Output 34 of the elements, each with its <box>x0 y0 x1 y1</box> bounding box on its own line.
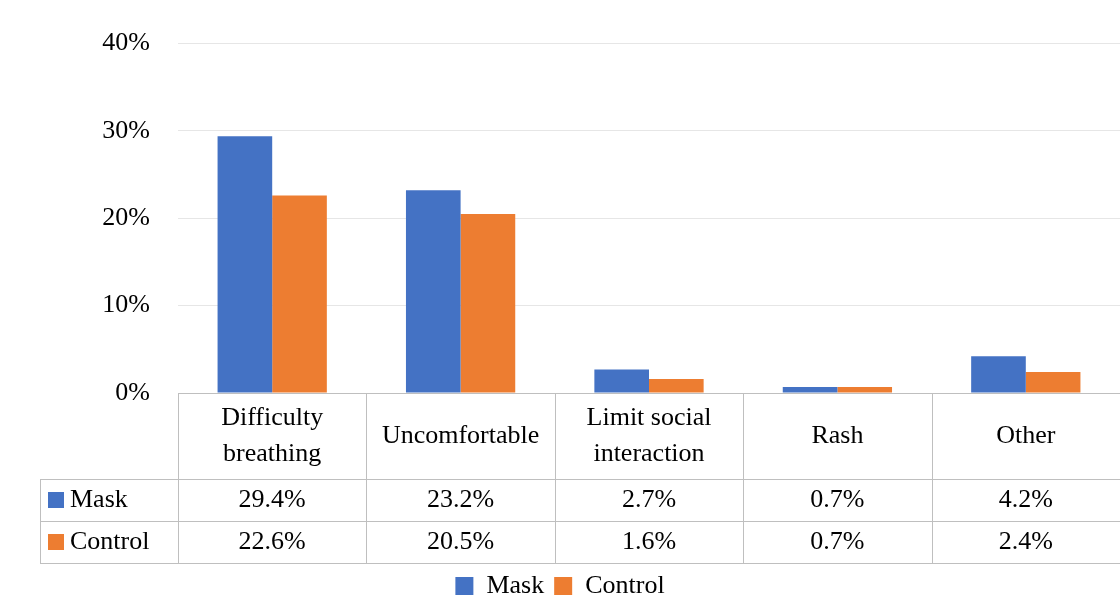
bar <box>217 136 273 393</box>
data-label: 2.7% <box>621 483 677 513</box>
y-tick-label: 0% <box>115 376 150 406</box>
bar <box>782 386 838 393</box>
y-tick-label: 30% <box>102 114 150 144</box>
legend-label: Mask <box>70 483 128 513</box>
y-tick-label: 40% <box>102 27 150 57</box>
text: Control <box>70 525 150 555</box>
x-tick-label: Rash <box>811 419 864 449</box>
bar <box>272 195 327 393</box>
legend-label: Control <box>585 569 665 599</box>
text: Mask <box>486 569 545 599</box>
bar <box>971 356 1026 393</box>
x-tick-label: Limit social interaction <box>586 401 712 467</box>
data-label: 20.5% <box>427 525 495 555</box>
data-label: 4.2% <box>998 483 1053 513</box>
data-label: 29.4% <box>238 483 306 513</box>
bar <box>405 190 461 393</box>
data-label: 2.4% <box>998 525 1053 555</box>
y-tick-label: 20% <box>102 202 150 232</box>
x-tick-label: Difficulty breathing <box>221 401 324 467</box>
data-label: 22.6% <box>238 525 306 555</box>
data-label: 0.7% <box>810 525 865 555</box>
x-tick-label: Uncomfortable <box>381 419 540 449</box>
bar <box>837 386 893 393</box>
data-label: 0.7% <box>810 483 865 513</box>
bar <box>649 379 704 393</box>
bar <box>1025 372 1081 393</box>
data-label: 1.6% <box>621 525 677 555</box>
data-label: 23.2% <box>427 483 495 513</box>
y-tick-label: 10% <box>102 289 150 319</box>
bar <box>460 213 516 393</box>
bar <box>594 369 649 393</box>
x-tick-label: Other <box>996 419 1056 449</box>
